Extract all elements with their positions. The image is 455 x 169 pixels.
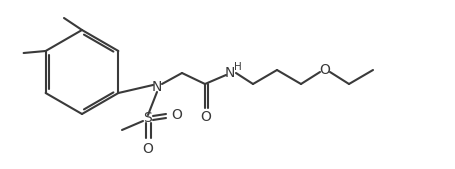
Text: S: S (144, 111, 152, 125)
Text: H: H (234, 62, 242, 72)
Text: O: O (201, 110, 212, 124)
Text: O: O (172, 108, 182, 122)
Text: N: N (152, 80, 162, 94)
Text: N: N (225, 66, 235, 80)
Text: O: O (142, 142, 153, 156)
Text: O: O (319, 63, 330, 77)
